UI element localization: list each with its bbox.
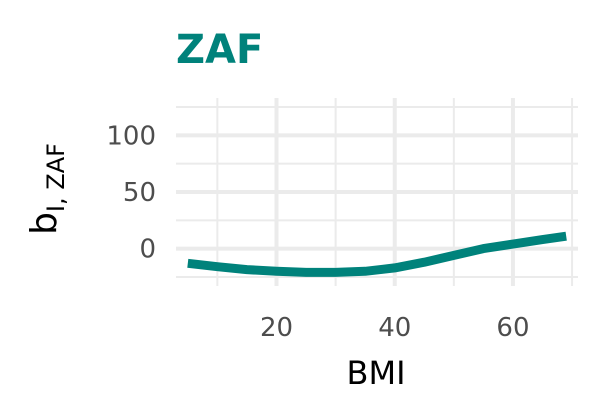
x-tick-labels: 20 40 60 xyxy=(260,313,530,343)
x-axis-title: BMI xyxy=(347,354,406,392)
x-tick-label: 40 xyxy=(378,313,411,343)
y-tick-label: 50 xyxy=(123,178,156,208)
x-tick-label: 20 xyxy=(260,313,293,343)
y-axis-title: bI, ZAF xyxy=(24,143,70,235)
chart-title: ZAF xyxy=(176,27,263,73)
series-line xyxy=(187,231,567,277)
grid-major xyxy=(176,98,578,286)
grid-minor xyxy=(176,98,578,286)
y-tick-label: 100 xyxy=(106,121,156,151)
y-axis-title-subscript: I, ZAF xyxy=(42,143,70,212)
y-tick-label: 0 xyxy=(139,235,156,265)
series-layer xyxy=(187,231,567,277)
y-axis-title-main: b xyxy=(24,212,65,235)
x-tick-label: 60 xyxy=(496,313,529,343)
y-tick-labels: 0 50 100 xyxy=(106,121,156,264)
